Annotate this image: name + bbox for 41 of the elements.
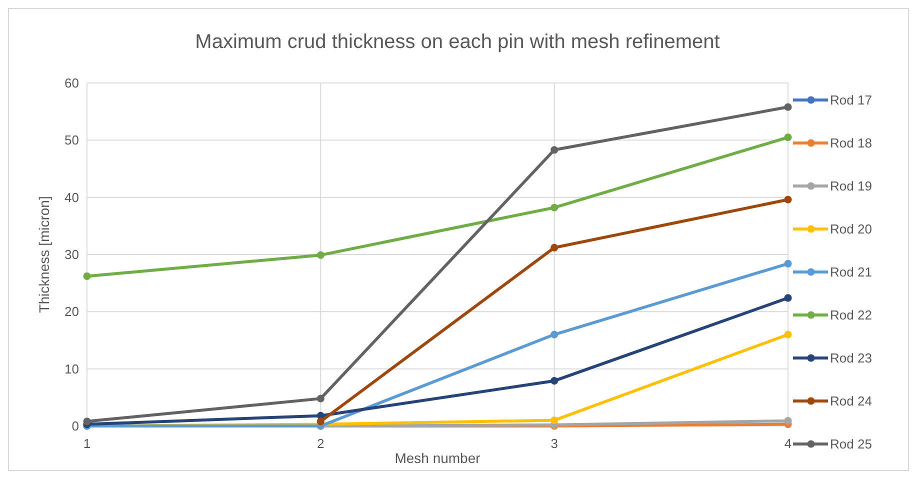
- x-tick-label: 4: [784, 436, 792, 451]
- point: [316, 418, 324, 426]
- point: [550, 146, 558, 154]
- point: [550, 377, 558, 385]
- point: [316, 394, 324, 402]
- point: [784, 330, 792, 338]
- point: [83, 272, 91, 280]
- y-axis-title: Thickness [micron]: [36, 196, 52, 313]
- chart-title: Maximum crud thickness on each pin with mesh refinement: [195, 31, 720, 53]
- point: [784, 417, 792, 425]
- legend-label: Rod 19: [830, 178, 872, 194]
- x-tick-label: 1: [83, 436, 91, 451]
- legend-label: Rod 25: [830, 436, 872, 452]
- legend-label: Rod 17: [830, 92, 872, 108]
- legend-label: Rod 21: [830, 264, 872, 280]
- legend-label: Rod 23: [830, 350, 872, 366]
- x-tick-label: 2: [317, 436, 324, 451]
- point: [784, 294, 792, 302]
- y-tick-label: 20: [64, 304, 79, 320]
- point: [784, 134, 792, 142]
- point: [83, 418, 91, 426]
- point: [550, 244, 558, 252]
- x-tick-label: 3: [550, 436, 558, 451]
- x-axis-title: Mesh number: [394, 450, 481, 466]
- point: [784, 103, 792, 111]
- point: [550, 204, 558, 212]
- y-tick-label: 30: [64, 247, 79, 262]
- point: [550, 416, 558, 424]
- legend-label: Rod 24: [830, 394, 872, 409]
- y-tick-label: 0: [72, 418, 79, 434]
- point: [784, 196, 792, 204]
- legend-label: Rod 18: [830, 136, 872, 151]
- y-tick-label: 60: [64, 76, 79, 91]
- point: [550, 330, 558, 338]
- y-tick-label: 50: [64, 132, 79, 148]
- y-tick-label: 40: [64, 190, 79, 205]
- y-tick-label: 10: [64, 361, 79, 376]
- legend-label: Rod 22: [830, 308, 872, 323]
- legend-label: Rod 20: [830, 222, 872, 237]
- point: [316, 251, 324, 259]
- point: [784, 260, 792, 268]
